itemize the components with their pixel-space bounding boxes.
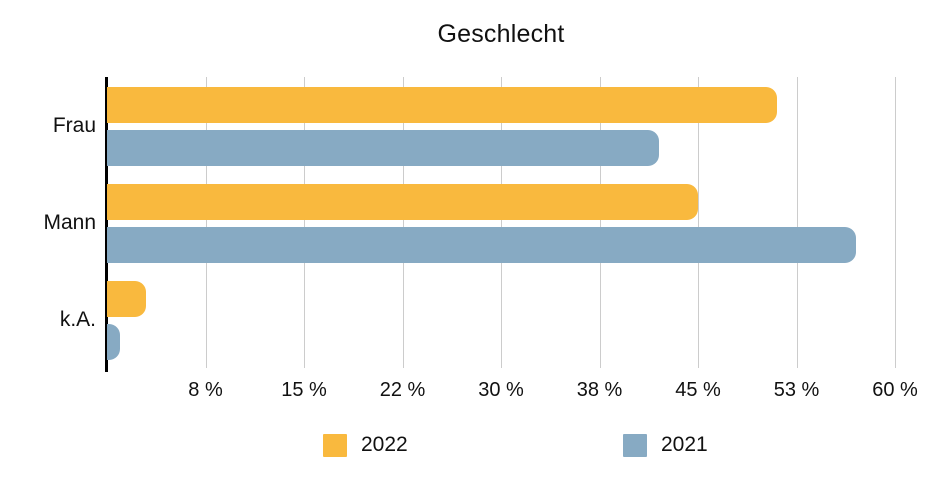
legend-swatch-2022 — [323, 433, 347, 457]
legend-item-2021: 2021 — [623, 433, 708, 457]
legend-label-2021: 2021 — [661, 433, 708, 456]
category-row-k-a — [107, 271, 895, 368]
x-tick-label-53: 53 % — [773, 379, 820, 401]
legend-swatch-2021 — [623, 433, 647, 457]
gridline-53 — [796, 77, 798, 368]
bar-k-a-2022 — [107, 281, 147, 317]
bar-frau-2021 — [107, 130, 659, 166]
x-tick-label-8: 8 % — [188, 379, 223, 401]
x-tick-label-45: 45 % — [675, 379, 721, 401]
gridline-15 — [304, 77, 305, 368]
x-tick-label-30: 30 % — [478, 379, 524, 401]
x-tick-label-38: 38 % — [576, 379, 623, 401]
legend-item-2022: 2022 — [323, 433, 408, 457]
x-tick-label-60: 60 % — [872, 379, 918, 401]
chart-title: Geschlecht — [437, 20, 565, 48]
x-tick-label-15: 15 % — [281, 379, 327, 401]
category-label-k-a: k.A. — [59, 307, 96, 331]
gridline-60 — [895, 77, 896, 368]
plot-area — [105, 77, 896, 372]
bar-mann-2021 — [107, 227, 856, 263]
bar-frau-2022 — [107, 87, 777, 123]
y-axis-line — [105, 77, 108, 372]
x-tick-label-22: 22 % — [379, 379, 426, 401]
gridline-30 — [501, 77, 502, 368]
category-label-frau: Frau — [52, 113, 96, 137]
category-row-frau — [107, 77, 895, 174]
bar-mann-2022 — [107, 184, 698, 220]
gridline-45 — [698, 77, 699, 368]
legend-label-2022: 2022 — [361, 433, 408, 456]
category-label-mann: Mann — [43, 210, 96, 234]
gridline-8 — [205, 77, 207, 368]
category-row-mann — [107, 174, 895, 271]
gridline-38 — [599, 77, 601, 368]
bar-k-a-2021 — [107, 324, 121, 360]
gridline-22 — [402, 77, 404, 368]
